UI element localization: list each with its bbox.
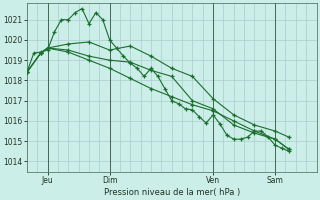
X-axis label: Pression niveau de la mer( hPa ): Pression niveau de la mer( hPa )	[104, 188, 240, 197]
